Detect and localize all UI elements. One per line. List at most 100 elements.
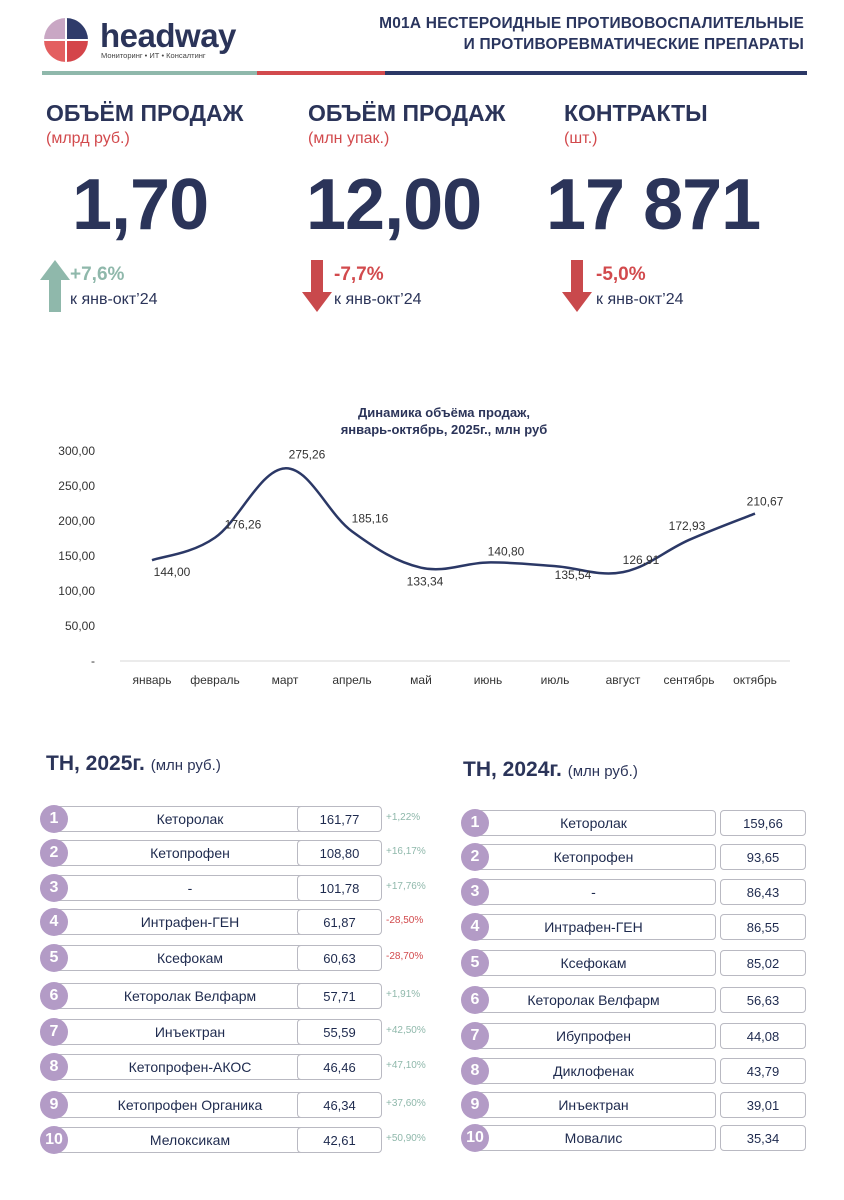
- table-row: 10 Мовалис 35,34: [461, 1124, 811, 1152]
- x-axis: январь февраль март апрель май июнь июль август…: [133, 673, 777, 687]
- product-value: 85,02: [720, 950, 806, 976]
- table-2024-unit: (млн руб.): [567, 763, 638, 780]
- product-value: 55,59: [297, 1019, 382, 1045]
- product-name: Кеторолак: [471, 810, 716, 836]
- product-name: Инъектран: [50, 1019, 330, 1045]
- product-value: 39,01: [720, 1092, 806, 1118]
- product-value: 46,46: [297, 1054, 382, 1080]
- sales-line-chart: Динамика объёма продаж, январь-октябрь, …: [30, 395, 820, 705]
- header-divider-navy: [385, 71, 807, 75]
- kpi-title: ОБЪЁМ ПРОДАЖ: [46, 100, 244, 126]
- y-tick-label: -: [91, 654, 95, 668]
- rank-badge: 4: [40, 908, 68, 936]
- kpi-title: ОБЪЁМ ПРОДАЖ: [308, 100, 506, 126]
- product-value: 161,77: [297, 806, 382, 832]
- table-2024-title: ТН, 2024г. (млн руб.): [463, 758, 638, 782]
- table-row: 5 Ксефокам 85,02: [461, 949, 811, 977]
- chart-title-line1: Динамика объёма продаж,: [358, 405, 530, 420]
- table-row: 1 Кеторолак 159,66: [461, 809, 811, 837]
- data-label: 275,26: [289, 447, 326, 461]
- y-axis: - 50,00 100,00 150,00 200,00 250,00 300,00: [58, 444, 95, 668]
- data-label: 210,67: [747, 495, 784, 509]
- table-row: 3-86,43: [461, 878, 811, 906]
- kpi-value: 17 871: [546, 165, 761, 245]
- x-tick-label: июль: [541, 673, 570, 687]
- product-change: +50,90%: [386, 1133, 426, 1144]
- table-row: 8 Диклофенак 43,79: [461, 1057, 811, 1085]
- table-2025-title: ТН, 2025г. (млн руб.): [46, 752, 221, 776]
- table-row: 9 Кетопрофен Органика 46,34 +37,60%: [40, 1091, 440, 1119]
- kpi-unit: (млрд руб.): [46, 130, 130, 147]
- table-row: 1 Кеторолак 161,77 +1,22%: [40, 805, 440, 833]
- table-2024-title-text: ТН, 2024г.: [463, 758, 562, 781]
- product-name: Мовалис: [471, 1125, 716, 1151]
- product-change: +17,76%: [386, 881, 426, 892]
- x-tick-label: октябрь: [733, 673, 777, 687]
- product-change: +16,17%: [386, 846, 426, 857]
- product-name: -: [471, 879, 716, 905]
- product-value: 56,63: [720, 987, 806, 1013]
- product-name: Кетопрофен Органика: [50, 1092, 330, 1118]
- x-tick-label: март: [272, 673, 299, 687]
- table-row: 2 Кетопрофен 108,80 +16,17%: [40, 839, 440, 867]
- table-row: 10 Мелоксикам 42,61 +50,90%: [40, 1126, 440, 1154]
- logo-mark: [44, 18, 88, 62]
- product-value: 159,66: [720, 810, 806, 836]
- product-value: 46,34: [297, 1092, 382, 1118]
- product-value: 61,87: [297, 909, 382, 935]
- rank-badge: 7: [40, 1018, 68, 1046]
- x-tick-label: май: [410, 673, 432, 687]
- y-tick-label: 200,00: [58, 514, 95, 528]
- x-tick-label: июнь: [474, 673, 503, 687]
- table-row: 4 Интрафен-ГЕН 61,87 -28,50%: [40, 908, 440, 936]
- data-labels: 144,00 176,26 275,26 185,16 133,34 140,80 135,…: [154, 447, 784, 588]
- table-row: 7 Ибупрофен 44,08: [461, 1022, 811, 1050]
- x-tick-label: февраль: [190, 673, 240, 687]
- kpi-compare: к янв-окт’24: [70, 291, 158, 308]
- kpi-sales-packs: ОБЪЁМ ПРОДАЖ (млн упак.) 12,00 -7,7% к я…: [302, 100, 558, 320]
- product-name: Кетопрофен: [50, 840, 330, 866]
- kpi-unit: (шт.): [564, 130, 598, 147]
- rank-badge: 8: [40, 1053, 68, 1081]
- data-label: 133,34: [407, 575, 444, 589]
- product-name: Кеторолак Велфарм: [471, 987, 716, 1013]
- product-value: 42,61: [297, 1127, 382, 1153]
- kpi-contracts: КОНТРАКТЫ (шт.) 17 871 -5,0% к янв-окт’2…: [546, 100, 814, 320]
- chart-svg: Динамика объёма продаж, январь-октябрь, …: [58, 405, 790, 687]
- rank-badge: 9: [461, 1091, 489, 1119]
- product-value: 108,80: [297, 840, 382, 866]
- product-change: +47,10%: [386, 1060, 426, 1071]
- product-change: -28,70%: [386, 951, 424, 962]
- product-value: 86,43: [720, 879, 806, 905]
- y-tick-label: 250,00: [58, 479, 95, 493]
- rank-badge: 4: [461, 913, 489, 941]
- table-row: 9 Инъектран 39,01: [461, 1091, 811, 1119]
- kpi-value: 12,00: [306, 165, 482, 245]
- rank-badge: 3: [461, 878, 489, 906]
- table-row: 4 Интрафен-ГЕН 86,55: [461, 913, 811, 941]
- product-value: 86,55: [720, 914, 806, 940]
- rank-badge: 10: [461, 1124, 489, 1152]
- y-tick-label: 50,00: [65, 619, 95, 633]
- data-label: 135,54: [555, 568, 592, 582]
- product-name: Диклофенак: [471, 1058, 716, 1084]
- product-value: 101,78: [297, 875, 382, 901]
- rank-badge: 5: [461, 949, 489, 977]
- product-change: +42,50%: [386, 1025, 426, 1036]
- rank-badge: 1: [40, 805, 68, 833]
- rank-badge: 5: [40, 944, 68, 972]
- logo-tagline: Мониторинг • ИТ • Консалтинг: [101, 51, 206, 60]
- kpi-change: -7,7%: [334, 264, 384, 285]
- product-value: 43,79: [720, 1058, 806, 1084]
- data-label: 185,16: [352, 511, 389, 525]
- y-tick-label: 100,00: [58, 584, 95, 598]
- product-change: +1,91%: [386, 989, 421, 1000]
- product-name: Ибупрофен: [471, 1023, 716, 1049]
- arrow-up-icon: [40, 260, 70, 312]
- table-2025-unit: (млн руб.): [150, 757, 221, 774]
- arrow-down-icon: [562, 260, 592, 312]
- kpi-compare: к янв-окт’24: [334, 291, 422, 308]
- x-tick-label: апрель: [332, 673, 371, 687]
- series-line-sales: [151, 467, 756, 575]
- table-2025-title-text: ТН, 2025г.: [46, 752, 145, 775]
